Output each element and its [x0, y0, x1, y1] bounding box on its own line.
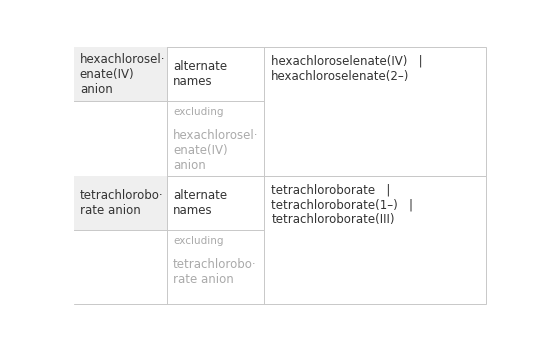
Text: tetrachloroborate   |
tetrachloroborate(1–)   |
tetrachloroborate(III): tetrachloroborate | tetrachloroborate(1–… — [271, 183, 413, 227]
Text: tetrachlorobo·
rate anion: tetrachlorobo· rate anion — [173, 258, 257, 286]
Text: excluding: excluding — [173, 236, 223, 246]
Text: hexachloroselenate(IV)   |
hexachloroselenate(2–): hexachloroselenate(IV) | hexachloroselen… — [271, 55, 423, 83]
Bar — [74, 101, 167, 176]
Text: hexachlorosel·
enate(IV)
anion: hexachlorosel· enate(IV) anion — [173, 129, 258, 173]
Bar — [74, 176, 486, 304]
Bar — [74, 47, 167, 101]
Text: alternate
names: alternate names — [173, 189, 227, 217]
Text: tetrachlorobo·
rate anion: tetrachlorobo· rate anion — [80, 189, 163, 217]
Bar — [74, 47, 486, 176]
Text: hexachlorosel·
enate(IV)
anion: hexachlorosel· enate(IV) anion — [80, 53, 165, 96]
Text: excluding: excluding — [173, 107, 223, 117]
Bar — [74, 230, 167, 304]
Bar — [74, 176, 167, 230]
Text: alternate
names: alternate names — [173, 60, 227, 88]
